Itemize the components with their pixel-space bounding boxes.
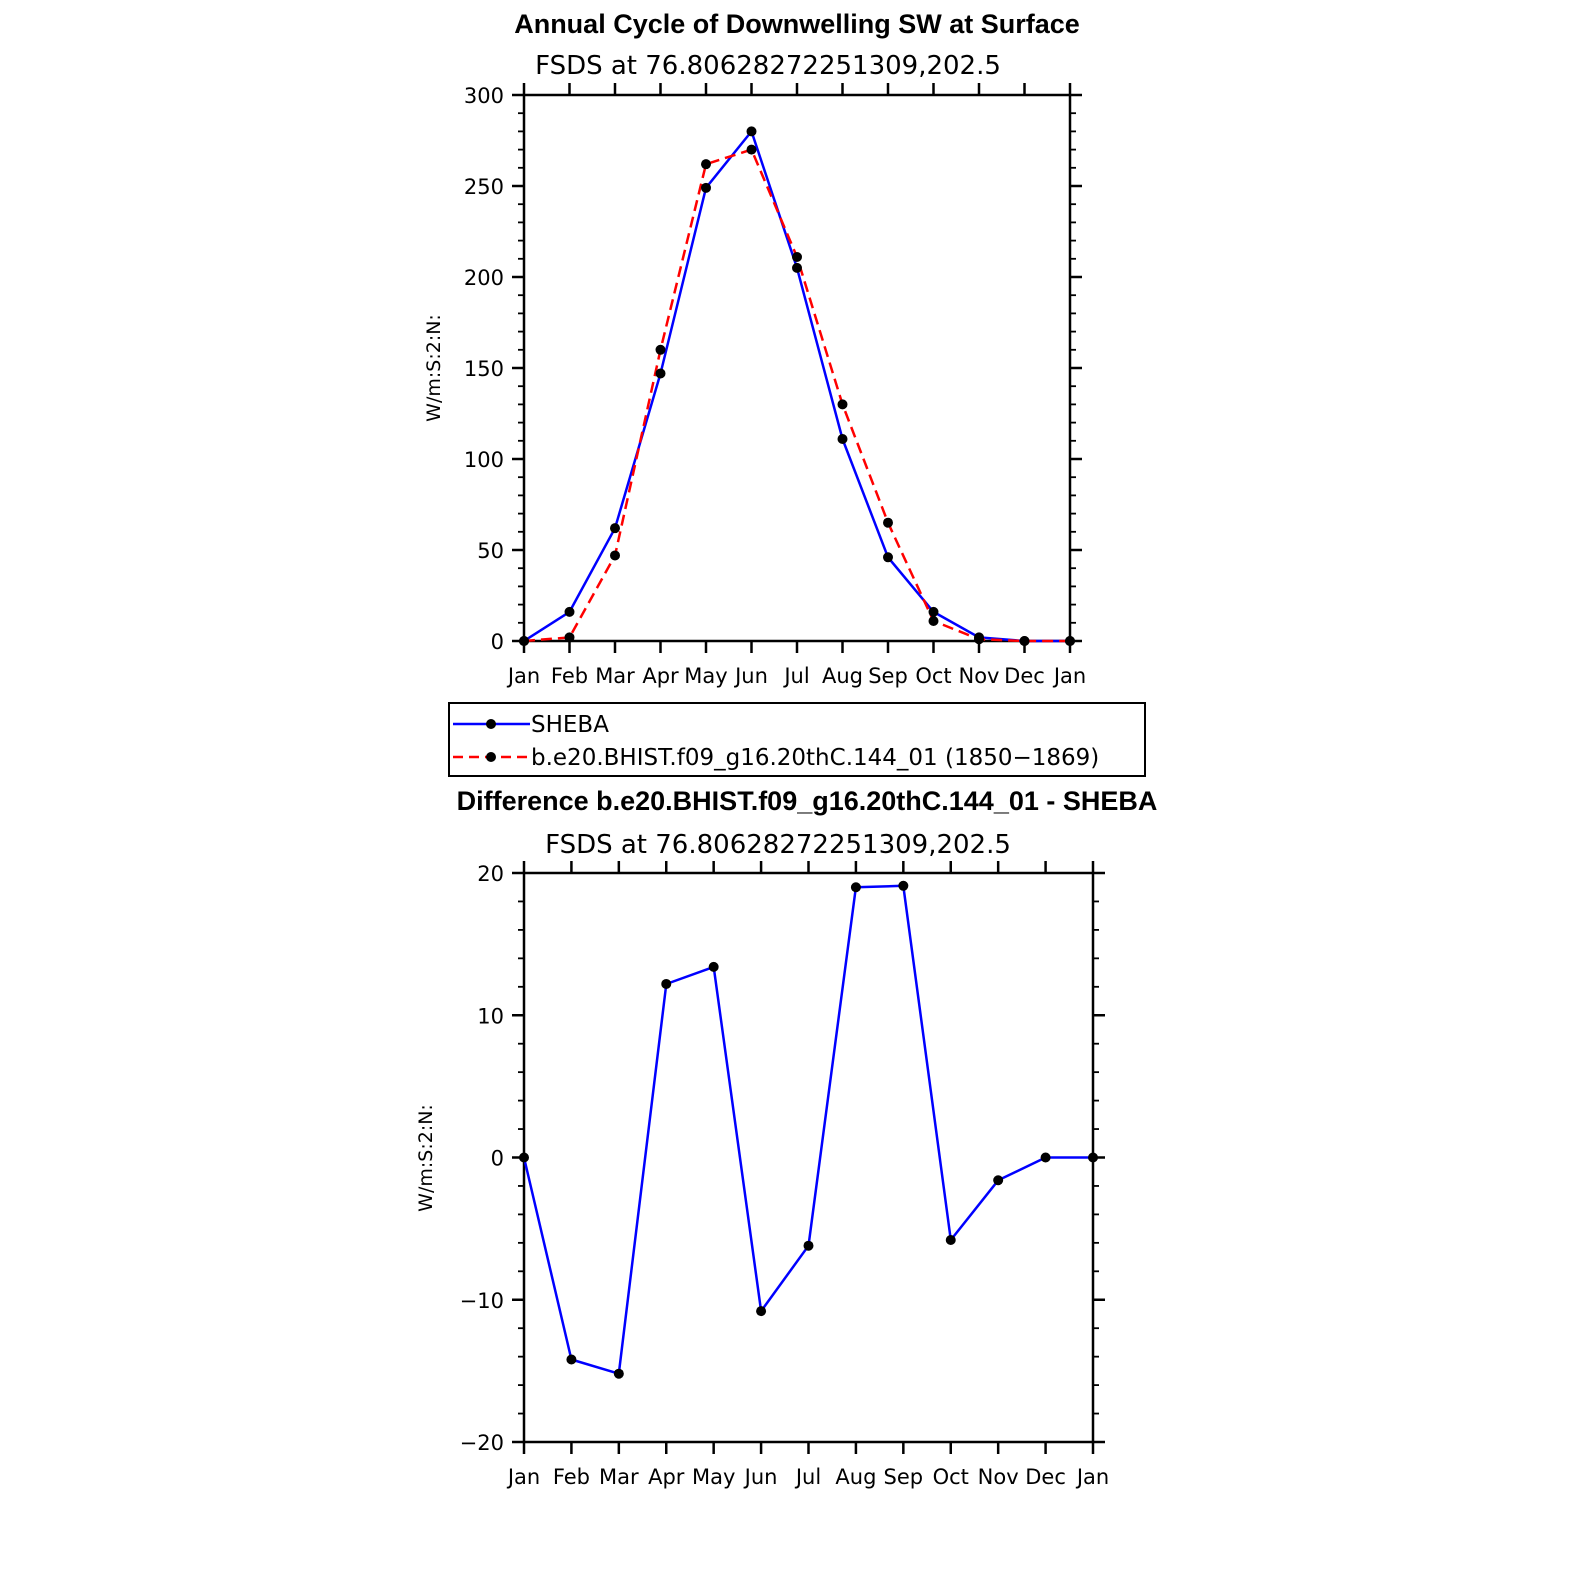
plot-frame [522,871,1095,1444]
x-tick-label: Feb [551,664,588,688]
data-point-0 [746,126,757,137]
legend-marker-model [486,752,496,762]
chart-title: Annual Cycle of Downwelling SW at Surfac… [514,9,1080,39]
data-point-0 [708,961,719,972]
data-point-1 [837,399,848,410]
data-point-1 [746,144,757,155]
legend-label-sheba: SHEBA [531,712,609,738]
data-point-0 [803,1240,814,1251]
x-tick-label: Dec [1004,664,1045,688]
data-point-0 [898,880,909,891]
x-tick-label: Jan [1075,1465,1109,1489]
x-tick-label: May [684,664,727,688]
legend-marker-sheba [486,719,496,729]
legend: SHEBA b.e20.BHIST.f09_g16.20thC.144_01 (… [448,702,1146,777]
series-line-1 [523,148,1070,643]
data-point-0 [519,1152,529,1163]
x-tick-label: Sep [868,664,908,688]
annual-cycle-chart: Annual Cycle of Downwelling SW at Surfac… [423,9,1086,688]
x-tick-label: Oct [915,664,951,688]
chart-title: Difference b.e20.BHIST.f09_g16.20thC.144… [457,786,1158,816]
data-point-0 [837,433,848,444]
data-point-0 [993,1175,1004,1186]
legend-label-model: b.e20.BHIST.f09_g16.20thC.144_01 (1850−1… [531,745,1099,771]
data-point-0 [655,368,666,379]
y-axis-label: W/m:S:2:N: [415,1104,437,1212]
data-point-0 [883,552,893,563]
x-tick-label: Oct [933,1465,969,1489]
axis-ticks: Jan Feb Mar Apr May Jun Jul Aug Sep Oct Nov Dec Jan0… [464,83,1086,688]
legend-entry-sheba: SHEBA [453,712,609,738]
x-tick-label: Jul [794,1465,821,1489]
x-tick-label: Sep [884,1465,924,1489]
x-tick-label: Jul [782,664,809,688]
data-point-1 [564,632,575,643]
chart-subtitle: FSDS at 76.80628272251309,202.5 [535,51,1001,81]
data-point-0 [610,523,620,534]
x-tick-label: Jan [506,664,540,688]
difference-chart: Difference b.e20.BHIST.f09_g16.20thC.144… [415,786,1157,1489]
data-point-1 [701,159,711,170]
y-tick-label: 10 [477,1004,504,1028]
data-point-1 [792,251,802,262]
y-tick-label: 50 [477,539,504,563]
data-point-0 [928,606,939,617]
data-point-1 [883,517,893,528]
y-tick-label: 250 [464,175,504,199]
x-tick-label: Dec [1025,1465,1066,1489]
data-point-1 [610,550,620,561]
plot-frame [522,93,1072,643]
y-tick-label: −10 [460,1289,504,1313]
data-point-0 [756,1306,767,1317]
data-point-1 [1065,636,1075,646]
y-tick-label: 150 [464,357,504,381]
data-point-1 [519,636,529,646]
data-point-0 [661,978,672,989]
y-tick-label: 0 [491,630,504,654]
y-tick-label: 0 [491,1147,504,1171]
series-line-0 [523,130,1070,643]
y-tick-label: 200 [464,266,504,290]
x-tick-label: Jun [743,1465,778,1489]
series-layer [519,126,1075,646]
legend-box [448,702,1146,777]
series-line-0 [522,884,1093,1375]
x-tick-label: Aug [822,664,863,688]
y-tick-label: −20 [460,1431,504,1455]
y-tick-label: 100 [464,448,504,472]
x-tick-label: Jun [733,664,768,688]
x-tick-label: Feb [553,1465,590,1489]
y-axis-label: W/m:S:2:N: [423,314,445,422]
x-tick-label: Apr [642,664,679,688]
x-tick-label: Jan [1052,664,1086,688]
x-tick-label: Nov [978,1465,1019,1489]
legend-entry-model: b.e20.BHIST.f09_g16.20thC.144_01 (1850−1… [453,745,1099,771]
x-tick-label: Nov [959,664,1000,688]
x-tick-label: Mar [599,1465,639,1489]
x-tick-label: Apr [648,1465,685,1489]
data-point-0 [564,606,575,617]
data-point-0 [1088,1152,1098,1163]
data-point-0 [1040,1152,1051,1163]
series-layer [519,880,1098,1379]
data-point-0 [850,882,861,893]
data-point-0 [566,1354,577,1365]
data-point-0 [613,1368,624,1379]
y-tick-label: 300 [464,84,504,108]
x-tick-label: Aug [835,1465,876,1489]
x-tick-label: Mar [595,664,635,688]
axis-ticks: Jan Feb Mar Apr May Jun Jul Aug Sep Oct Nov Dec Jan−… [460,861,1109,1489]
x-tick-label: May [692,1465,735,1489]
y-tick-label: 20 [477,862,504,886]
data-point-0 [945,1235,956,1246]
x-tick-label: Jan [506,1465,540,1489]
data-point-0 [792,262,802,273]
chart-subtitle: FSDS at 76.80628272251309,202.5 [545,830,1011,860]
data-point-1 [974,634,984,645]
data-point-0 [701,182,711,193]
data-point-1 [1019,636,1030,646]
data-point-1 [928,615,939,626]
data-point-1 [655,344,666,355]
